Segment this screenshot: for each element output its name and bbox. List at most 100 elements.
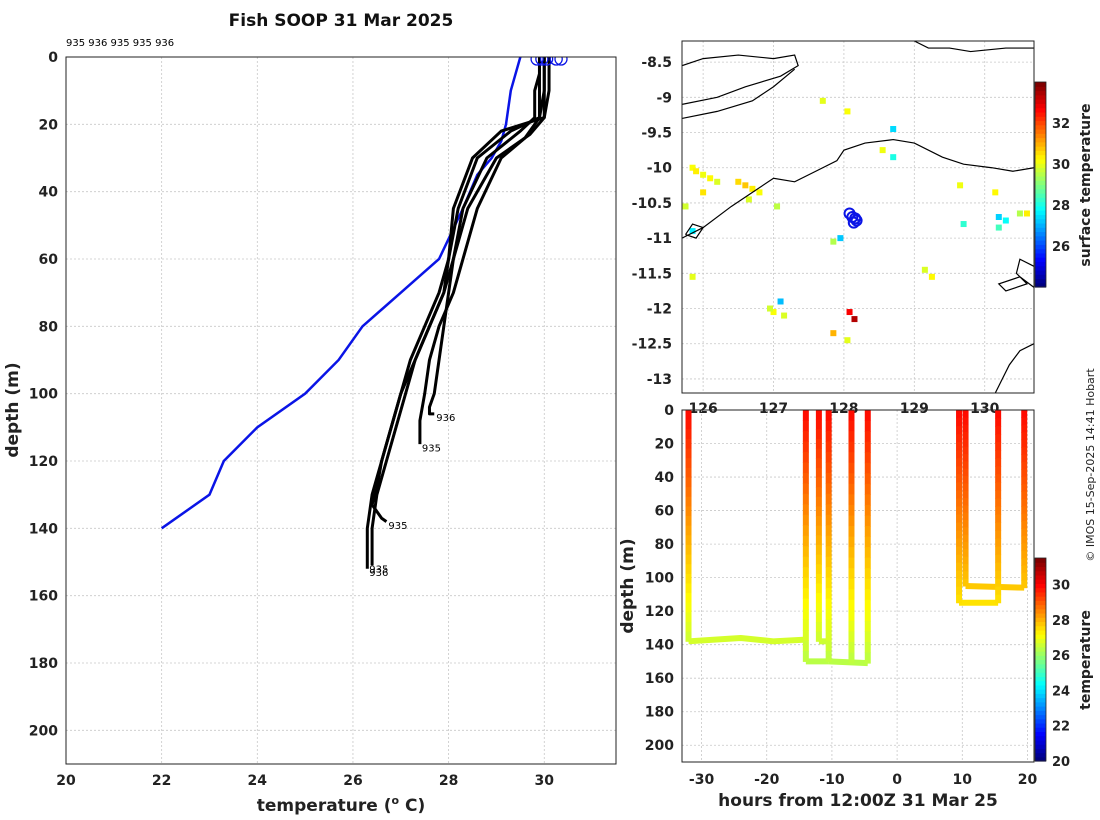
section-x-tick-label: 0 [892, 772, 902, 788]
map-colorbar-frame [1034, 81, 1047, 288]
section-colorbar-swatch [1035, 697, 1046, 703]
map-lat-tick-label: -12.5 [632, 337, 672, 353]
figure-title: Fish SOOP 31 Mar 2025 [229, 11, 454, 31]
section-bottom-track [688, 634, 807, 645]
sst-pixel [879, 147, 886, 154]
map-colorbar-swatch [1035, 205, 1046, 211]
map-colorbar-swatch [1035, 171, 1046, 177]
profile-y-tick-label: 200 [29, 723, 58, 739]
section-y-tick-label: 200 [645, 738, 674, 754]
map-colorbar-swatch [1035, 235, 1046, 241]
map-colorbar-swatch [1035, 103, 1046, 109]
ship-position-marker [847, 216, 860, 229]
profile-y-tick-label: 60 [39, 252, 59, 268]
profile-x-axis-label: temperature (o C) [257, 794, 426, 816]
section-colorbar-swatch [1035, 646, 1046, 652]
profile-end-label: 935 [369, 565, 388, 576]
section-y-tick-label: 160 [645, 671, 674, 687]
sst-pixel [781, 312, 788, 319]
profile-y-tick-label: 0 [48, 50, 58, 66]
map-colorbar-swatch [1035, 111, 1046, 117]
map-axes-frame [681, 40, 1035, 394]
map-ticks: 126 127 128 129 130-8.5-9-9.5-10-10.5-11-11.… [632, 55, 1000, 417]
profile-end-label: 936 [369, 568, 388, 579]
section-colorbar-swatch [1035, 680, 1046, 686]
section-x-tick-label: -20 [754, 772, 780, 788]
map-colorbar-swatch [1035, 175, 1046, 181]
section-panel: -30 -20 -10 0 10 2002040608010012014016018020… [618, 403, 1094, 811]
section-ticks: -30 -20 -10 0 10 2002040608010012014016018020… [645, 403, 1038, 788]
section-y-axis-label: depth (m) [618, 538, 638, 633]
section-colorbar-swatch [1035, 676, 1046, 682]
section-colorbar-swatch [1035, 596, 1046, 601]
map-colorbar-swatch [1035, 167, 1046, 173]
section-y-tick-label: 40 [655, 470, 675, 486]
map-colorbar-swatch [1035, 197, 1046, 203]
section-x-tick-label: -30 [689, 772, 715, 788]
map-lat-tick-label: -13 [647, 372, 672, 388]
section-y-tick-label: 80 [655, 537, 675, 553]
section-colorbar-swatch [1035, 739, 1046, 745]
map-lat-tick-label: -9.5 [641, 126, 672, 142]
map-colorbar-swatch [1035, 163, 1046, 169]
sst-pixel [707, 175, 714, 182]
map-colorbar-swatch [1035, 184, 1046, 190]
sst-pixel [693, 168, 700, 175]
section-colorbar-swatch [1035, 735, 1046, 741]
sst-pixel [957, 182, 964, 189]
section-colorbar-swatch [1035, 684, 1046, 690]
section-colorbar-swatch [1035, 722, 1046, 728]
map-colorbar-swatch [1035, 94, 1046, 100]
map-colorbar-swatch [1035, 82, 1046, 87]
map-lon-tick-label: 130 [970, 401, 999, 417]
sst-pixel [830, 330, 837, 337]
surface-position-marker [535, 57, 549, 66]
section-x-tick-label: 10 [953, 772, 973, 788]
section-colorbar-swatch [1035, 718, 1046, 724]
map-colorbar-swatch [1035, 146, 1046, 151]
map-colorbar-swatch [1035, 137, 1046, 143]
sst-pixel [995, 224, 1002, 231]
profile-ticks: 20 22 24 26 28 30 0 20 40 60 80 100 120 140 160 180 200 [29, 50, 554, 789]
map-colorbar-swatch [1035, 116, 1046, 122]
section-bottom-track [828, 658, 868, 667]
section-y-tick-label: 100 [645, 571, 674, 587]
climatology-line [160, 57, 522, 530]
profile-y-tick-label: 20 [39, 117, 59, 133]
map-colorbar-swatch [1035, 128, 1046, 134]
section-colorbar-swatch [1035, 651, 1046, 656]
section-bottom-track [965, 583, 1025, 591]
map-colorbar-label: surface temperature [1078, 103, 1094, 266]
sst-pixel [844, 337, 851, 344]
section-y-tick-label: 120 [645, 604, 674, 620]
profile-y-tick-label: 140 [29, 521, 58, 537]
profile-x-tick-label: 28 [439, 773, 458, 789]
section-colorbar-swatch [1035, 562, 1046, 568]
map-colorbar-swatch [1035, 244, 1046, 250]
map-colorbar-swatch [1035, 180, 1046, 186]
section-colorbar-tick-label: 30 [1052, 578, 1070, 593]
map-colorbar-swatch [1035, 141, 1046, 147]
section-colorbar-tick-label: 28 [1052, 614, 1070, 629]
profile-x-tick-label: 26 [343, 773, 362, 789]
section-colorbar-swatch [1035, 621, 1046, 627]
sst-pixel [700, 171, 707, 178]
section-colorbar-swatch [1035, 634, 1046, 639]
section-colorbar-swatch [1035, 693, 1046, 699]
map-colorbar-swatch [1035, 188, 1046, 194]
map-colorbar-swatch [1035, 218, 1046, 224]
section-colorbar-swatch [1035, 748, 1046, 754]
map-lon-tick-label: 129 [900, 401, 929, 417]
section-colorbar-swatch [1035, 714, 1046, 720]
section-colorbar-swatch [1035, 579, 1046, 584]
sst-pixel [777, 298, 784, 305]
map-lat-tick-label: -11 [647, 231, 672, 247]
sst-pixel [819, 97, 826, 104]
coastline [997, 258, 1034, 292]
map-colorbar-swatch [1035, 282, 1046, 288]
sst-pixel [830, 238, 837, 245]
section-colorbar-swatch [1035, 689, 1046, 694]
sst-pixel [774, 203, 781, 210]
